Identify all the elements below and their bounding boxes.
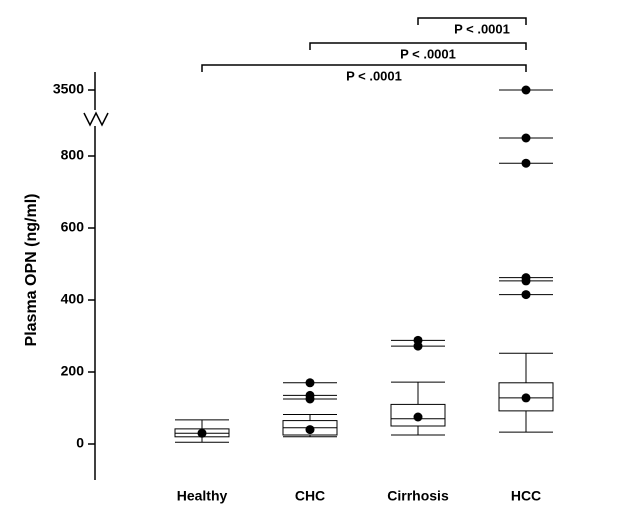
outlier (521, 273, 531, 283)
y-tick-label: 800 (61, 147, 85, 163)
y-axis-label: Plasma OPN (ng/ml) (23, 194, 40, 347)
mean-dot (521, 393, 531, 403)
x-tick-label: Healthy (177, 488, 228, 504)
significance-label: P < .0001 (454, 21, 510, 36)
outlier (521, 133, 531, 143)
y-tick-label: 200 (61, 363, 85, 379)
axis-break (83, 111, 109, 127)
x-tick-label: HCC (511, 488, 541, 504)
y-tick-label: 3500 (53, 81, 84, 97)
outlier (521, 158, 531, 168)
mean-dot (413, 412, 423, 422)
y-tick-label: 0 (76, 435, 84, 451)
outlier (413, 335, 423, 345)
significance-bracket (309, 42, 527, 50)
x-tick-label: CHC (295, 488, 325, 504)
mean-dot (197, 428, 207, 438)
y-tick-label: 400 (61, 291, 85, 307)
significance-label: P < .0001 (400, 46, 456, 61)
significance-bracket (417, 17, 527, 25)
significance-label: P < .0001 (346, 68, 402, 83)
significance-bracket (201, 64, 527, 72)
x-tick-label: Cirrhosis (387, 488, 449, 504)
y-tick-label: 600 (61, 219, 85, 235)
outlier (521, 290, 531, 300)
outlier (305, 390, 315, 400)
outlier (521, 85, 531, 95)
mean-dot (305, 425, 315, 435)
outlier (305, 378, 315, 388)
